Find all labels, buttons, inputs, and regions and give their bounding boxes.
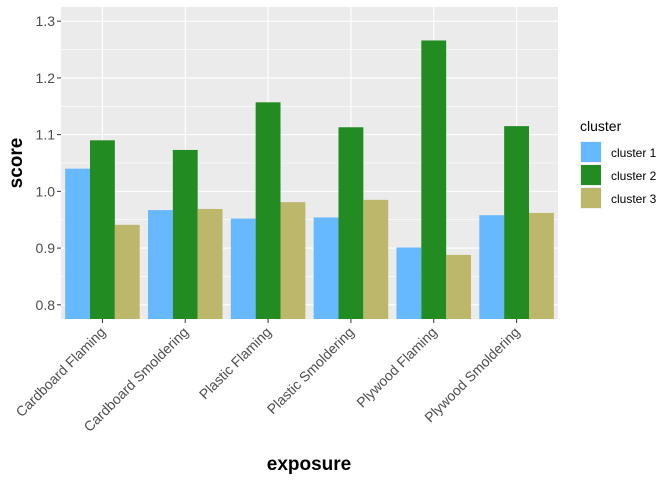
y-axis-title: score	[6, 138, 27, 189]
x-tick-label: Plastic Flaming	[196, 324, 274, 402]
y-tick-label: 1.3	[36, 13, 56, 29]
legend: cluster cluster 1 cluster 2 cluster 3	[580, 118, 657, 209]
y-axis: 0.8 0.9 1.0 1.1 1.2 1.3	[36, 13, 61, 313]
bar-2-5	[421, 40, 447, 320]
y-tick-label: 1.2	[36, 70, 56, 86]
legend-label: cluster 3	[611, 192, 657, 206]
bar-3-2	[197, 208, 223, 319]
bar-1-4	[313, 217, 339, 319]
bar-1-2	[147, 210, 173, 319]
bar-3-5	[446, 254, 472, 319]
x-tick-label: Cardboard Flaming	[12, 324, 108, 420]
bars	[65, 40, 554, 320]
legend-swatch	[581, 165, 601, 185]
y-tick-label: 1.1	[36, 127, 56, 143]
bar-3-4	[363, 199, 389, 319]
bar-3-6	[529, 212, 554, 319]
bar-1-5	[396, 247, 422, 319]
x-tick-label: Plywood Smoldering	[421, 324, 523, 426]
bar-1-6	[479, 215, 505, 319]
bar-2-6	[504, 126, 530, 319]
legend-label: cluster 2	[611, 169, 657, 183]
y-tick-label: 0.8	[36, 297, 56, 313]
bar-2-4	[338, 127, 364, 320]
bar-1-3	[230, 218, 256, 319]
legend-title: cluster	[580, 118, 622, 134]
legend-label: cluster 1	[611, 146, 657, 160]
bar-1-1	[65, 168, 90, 319]
x-tick-label: Plywood Flaming	[353, 324, 440, 411]
bar-2-3	[255, 102, 281, 319]
y-tick-label: 0.9	[36, 240, 56, 256]
y-tick-label: 1.0	[36, 183, 56, 199]
x-tick-label: Plastic Smoldering	[264, 324, 357, 417]
legend-swatch	[581, 142, 601, 162]
bar-2-1	[89, 140, 115, 319]
bar-3-3	[280, 202, 306, 319]
legend-swatch	[581, 188, 601, 208]
bar-3-1	[114, 224, 140, 319]
bar-2-2	[172, 149, 198, 319]
x-axis-title: exposure	[267, 454, 351, 475]
